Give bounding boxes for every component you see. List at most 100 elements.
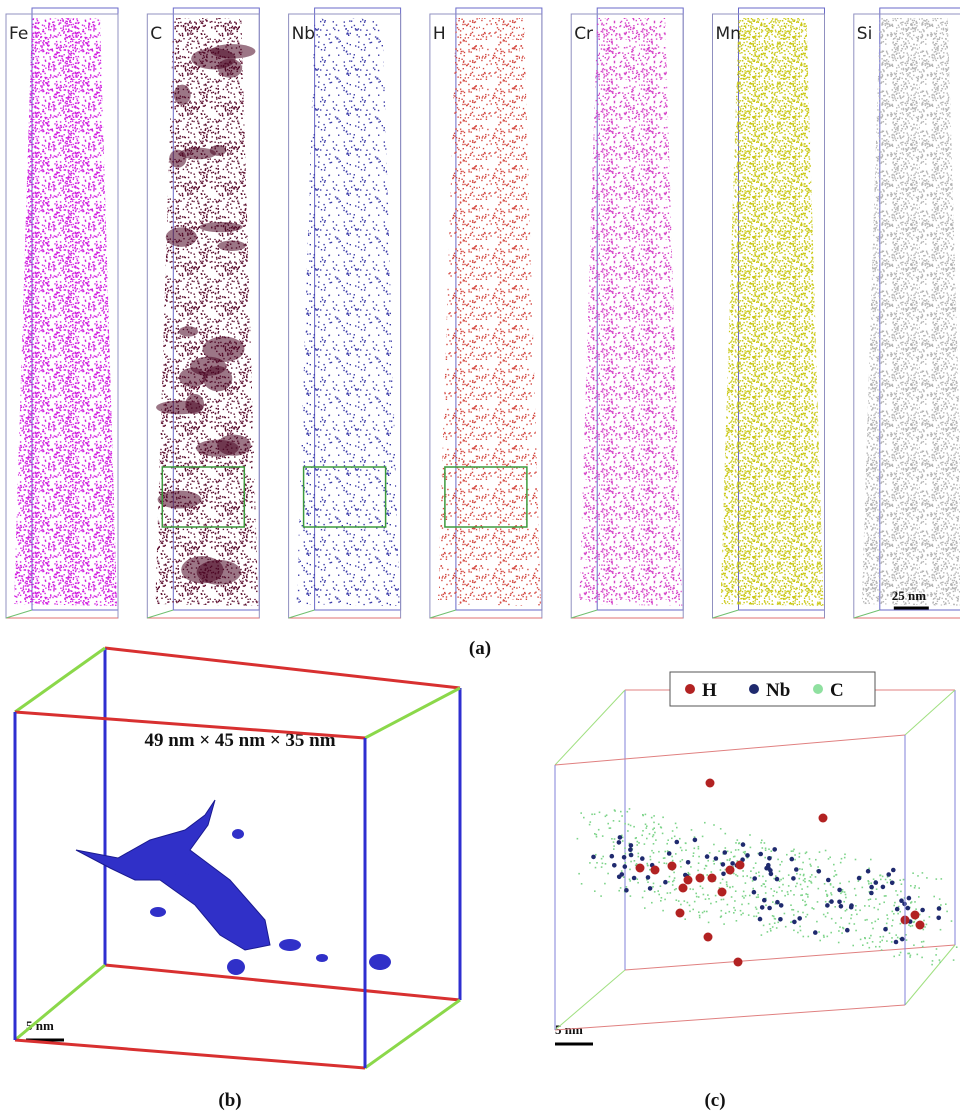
nb-atom [883,927,888,932]
c-atom [727,886,729,888]
isosurface [279,939,301,951]
c-atom [910,926,912,928]
c-atom [877,918,879,920]
atom-map [155,18,258,606]
c-atom [720,882,722,884]
c-atom [815,859,817,861]
c-atom [698,911,700,913]
cluster [218,241,246,252]
c-atom [836,874,838,876]
c-atom [780,879,782,881]
nb-atom [640,856,645,861]
c-atom [729,858,731,860]
c-atom [845,897,847,899]
c-atom [662,910,664,912]
c-atom [854,888,856,890]
c-atom [774,922,776,924]
c-atom [831,918,833,920]
c-atom [799,868,801,870]
isosurface [232,829,244,839]
frame-edge [430,610,456,618]
c-atom [811,874,813,876]
c-atom [675,888,677,890]
c-atom [630,861,632,863]
frame-edge [147,610,173,618]
c-atom [758,912,760,914]
c-atom [755,907,757,909]
c-atom [671,856,673,858]
nb-atom [767,906,772,911]
c-atom [816,921,818,923]
c-atom [653,827,655,829]
c-atom [647,881,649,883]
c-atom [809,858,811,860]
c-atom [887,918,889,920]
c-atom [799,878,801,880]
c-atom [749,834,751,836]
c-atom [840,862,842,864]
c-atom [718,850,720,852]
c-atom [910,902,912,904]
c-atom [734,900,736,902]
c-atom [742,913,744,915]
c-atom [825,916,827,918]
c-atom [727,851,729,853]
c-atom [840,917,842,919]
c-atom [940,929,942,931]
c-atom [803,936,805,938]
c-atom [803,875,805,877]
c-atom [885,895,887,897]
c-atom [801,869,803,871]
h-atom [651,866,660,875]
c-atom [742,870,744,872]
atom-map [579,18,682,606]
c-atom [807,886,809,888]
c-atom [856,914,858,916]
c-atom [691,829,693,831]
cluster [218,59,243,78]
c-atom [842,927,844,929]
c-atom [826,895,828,897]
nb-atom [791,876,796,881]
c-atom [685,843,687,845]
c-atom [873,878,875,880]
nb-atom [745,853,750,858]
c-atom [663,857,665,859]
c-atom [649,833,651,835]
nb-atom [629,853,634,858]
c-atom [600,895,602,897]
c-atom [807,894,809,896]
c-atom [637,878,639,880]
c-atom [650,859,652,861]
c-atom [859,910,861,912]
c-atom [583,817,585,819]
c-atom [799,856,801,858]
atom-map [14,18,117,606]
nb-atom [906,906,911,911]
c-atom [644,890,646,892]
c-atom [834,870,836,872]
c-atom [743,891,745,893]
cube-edge [555,690,625,765]
c-atom [895,890,897,892]
c-atom [917,954,919,956]
c-atom [658,823,660,825]
nb-atom [723,850,728,855]
c-atom [681,850,683,852]
c-atom [635,837,637,839]
c-atom [770,930,772,932]
c-atom [662,833,664,835]
c-atom [855,859,857,861]
c-atom [646,838,648,840]
c-atom [725,833,727,835]
c-atom [646,827,648,829]
nb-atom [617,840,622,845]
c-atom [684,918,686,920]
c-atom [862,887,864,889]
c-atom [721,899,723,901]
c-atom [903,879,905,881]
c-atom [795,886,797,888]
scale-bar-label-a: 25 nm [892,588,926,603]
c-atom [761,885,763,887]
c-atom [807,896,809,898]
